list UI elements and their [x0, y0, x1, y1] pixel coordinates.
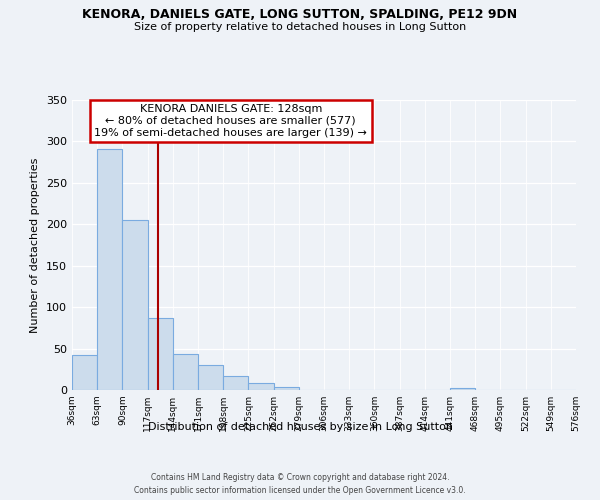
Bar: [274, 386, 299, 390]
Bar: [173, 354, 198, 390]
Bar: [450, 388, 475, 390]
Bar: [248, 384, 274, 390]
Bar: [97, 149, 122, 390]
Bar: [72, 355, 97, 390]
Bar: [148, 318, 173, 390]
Bar: [223, 376, 248, 390]
Text: KENORA DANIELS GATE: 128sqm
← 80% of detached houses are smaller (577)
19% of se: KENORA DANIELS GATE: 128sqm ← 80% of det…: [94, 104, 367, 138]
Text: Contains HM Land Registry data © Crown copyright and database right 2024.
Contai: Contains HM Land Registry data © Crown c…: [134, 474, 466, 495]
Text: Size of property relative to detached houses in Long Sutton: Size of property relative to detached ho…: [134, 22, 466, 32]
Text: KENORA, DANIELS GATE, LONG SUTTON, SPALDING, PE12 9DN: KENORA, DANIELS GATE, LONG SUTTON, SPALD…: [82, 8, 518, 20]
Bar: [198, 365, 223, 390]
Y-axis label: Number of detached properties: Number of detached properties: [31, 158, 40, 332]
Bar: [122, 220, 148, 390]
Text: Distribution of detached houses by size in Long Sutton: Distribution of detached houses by size …: [148, 422, 452, 432]
